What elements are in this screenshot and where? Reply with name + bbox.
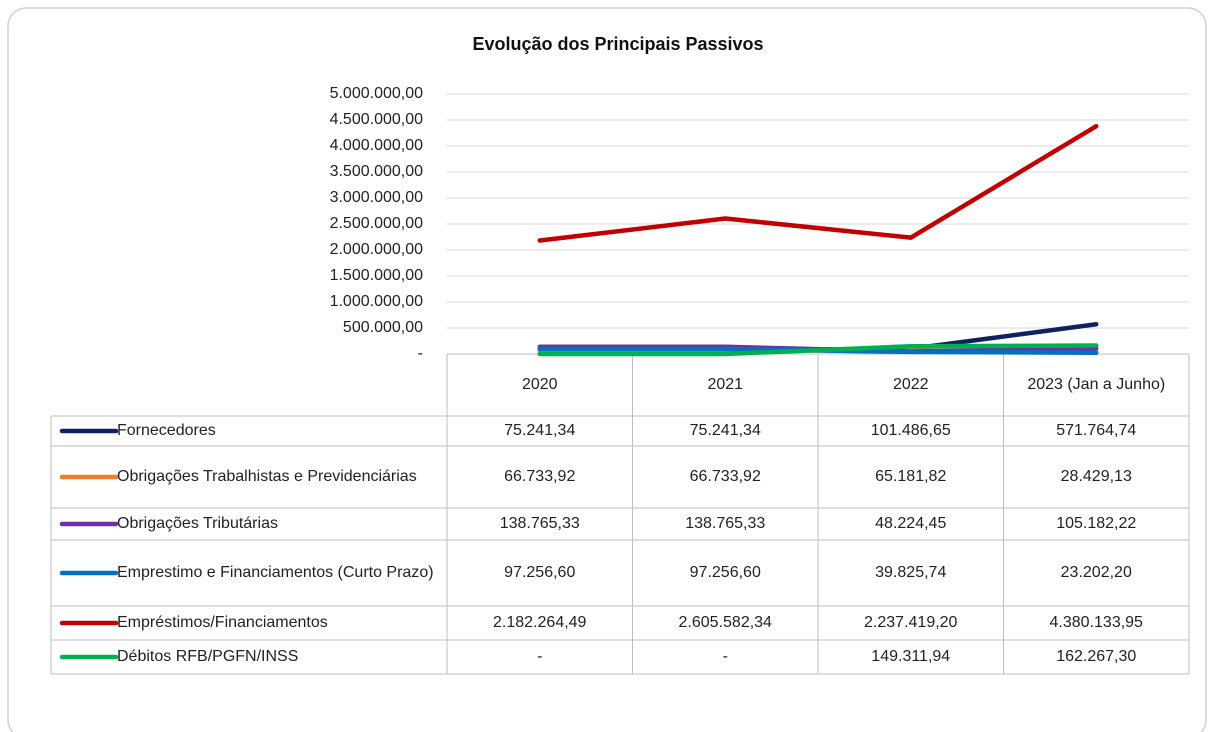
series-line <box>537 343 1099 357</box>
data-label: - <box>722 648 728 665</box>
y-tick-label: 2.500.000,00 <box>329 215 423 232</box>
y-tick-label: 1.000.000,00 <box>329 293 423 310</box>
legend-label: Fornecedores <box>117 422 216 439</box>
data-label: 97.256,60 <box>689 564 761 581</box>
y-tick-label: 4.500.000,00 <box>329 111 423 128</box>
data-label: 162.267,30 <box>1056 648 1137 665</box>
x-tick-label: 2023 (Jan a Junho) <box>1027 376 1166 393</box>
data-label: 66.733,92 <box>689 468 761 485</box>
data-label: 48.224,45 <box>875 515 947 532</box>
data-label: 97.256,60 <box>504 564 576 581</box>
y-tick-label: - <box>417 345 423 362</box>
legend-label: Obrigações Trabalhistas e Previdenciária… <box>117 468 417 485</box>
x-tick-label: 2022 <box>892 376 929 393</box>
data-label: 4.380.133,95 <box>1049 614 1143 631</box>
data-label: 39.825,74 <box>875 564 947 581</box>
data-label: 28.429,13 <box>1060 468 1132 485</box>
legend-label: Empréstimos/Financiamentos <box>117 614 328 631</box>
y-tick-label: 1.500.000,00 <box>329 267 423 284</box>
data-label: 138.765,33 <box>499 515 580 532</box>
data-label: - <box>537 648 543 665</box>
y-tick-label: 3.500.000,00 <box>329 163 423 180</box>
data-label: 75.241,34 <box>504 422 576 439</box>
series-line <box>537 123 1099 243</box>
data-label: 65.181,82 <box>875 468 947 485</box>
data-label: 105.182,22 <box>1056 515 1137 532</box>
data-label: 2.182.264,49 <box>493 614 587 631</box>
legend-label: Emprestimo e Financiamentos (Curto Prazo… <box>117 564 434 581</box>
y-tick-label: 500.000,00 <box>342 319 423 336</box>
y-tick-label: 3.000.000,00 <box>329 189 423 206</box>
data-label: 149.311,94 <box>871 648 951 665</box>
legend-label: Débitos RFB/PGFN/INSS <box>117 648 299 665</box>
y-tick-label: 2.000.000,00 <box>329 241 423 258</box>
frame <box>7 7 1207 732</box>
data-label: 75.241,34 <box>689 422 761 439</box>
data-label: 138.765,33 <box>685 515 766 532</box>
data-label: 101.486,65 <box>870 422 951 439</box>
data-label: 66.733,92 <box>504 468 576 485</box>
legend-label: Obrigações Tributárias <box>117 515 278 532</box>
data-label: 2.237.419,20 <box>864 614 958 631</box>
data-label: 23.202,20 <box>1060 564 1132 581</box>
chart-title: Evolução dos Principais Passivos <box>472 34 764 54</box>
x-tick-label: 2021 <box>707 376 744 393</box>
y-tick-label: 4.000.000,00 <box>329 137 423 154</box>
y-tick-label: 5.000.000,00 <box>329 85 423 102</box>
x-tick-label: 2020 <box>521 376 558 393</box>
data-label: 571.764,74 <box>1056 422 1137 439</box>
data-label: 2.605.582,34 <box>678 614 772 631</box>
